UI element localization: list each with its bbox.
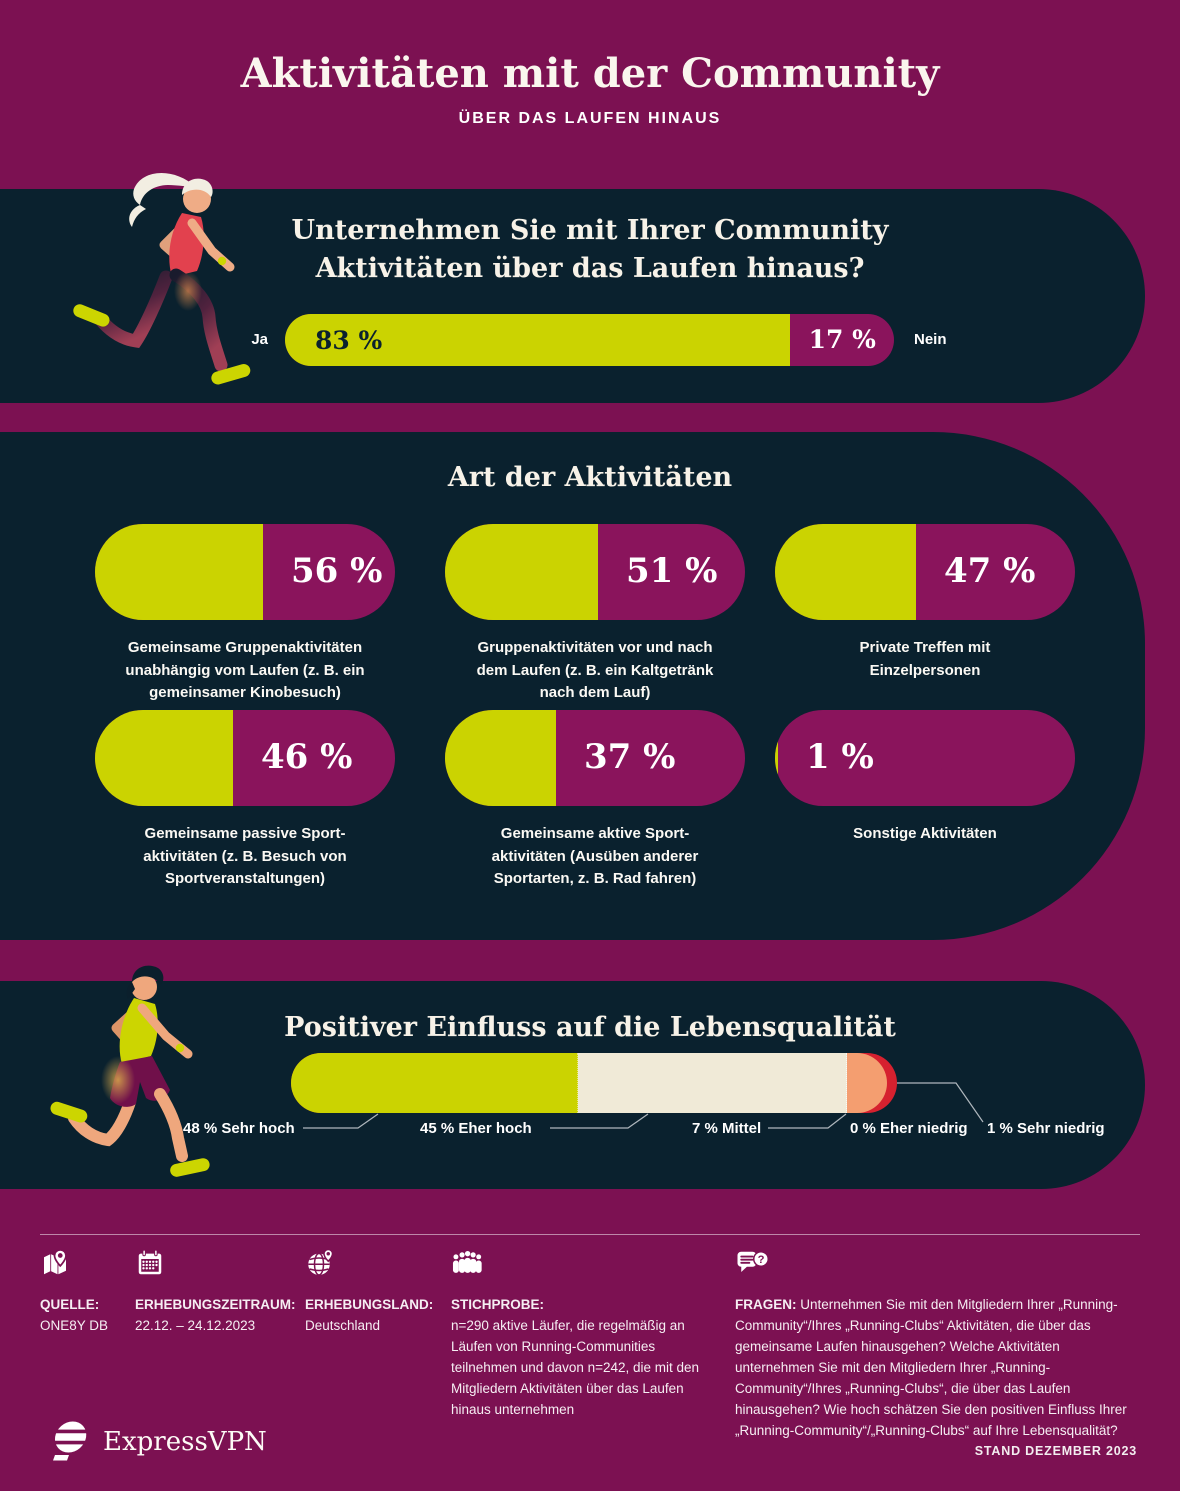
label-eher-hoch: 45 % Eher hoch xyxy=(420,1120,532,1137)
page-subtitle: ÜBER DAS LAUFEN HINAUS xyxy=(458,110,722,127)
pill-gauge-4: 46 % xyxy=(95,710,395,806)
no-label: Nein xyxy=(914,331,947,348)
label-eher-niedrig: 0 % Eher niedrig xyxy=(850,1120,968,1137)
question-text: Unternehmen Sie mit Ihrer Community Akti… xyxy=(0,212,1180,288)
pill-value-3: 47 % xyxy=(944,551,1036,592)
label-sehr-niedrig: 1 % Sehr niedrig xyxy=(987,1120,1105,1137)
source-label: QUELLE: xyxy=(40,1297,100,1312)
segment-sehr-hoch xyxy=(291,1053,579,1113)
pill-caption-3: Private Treffen mit Einzelpersonen xyxy=(859,639,991,679)
people-group-icon xyxy=(452,1250,482,1273)
pill-gauge-2: 51 % xyxy=(445,524,745,620)
pill-fill-4 xyxy=(95,710,233,806)
footer-country: ERHEBUNGSLAND: Deutschland xyxy=(305,1248,440,1336)
pill-value-1: 56 % xyxy=(291,551,383,592)
activities-heading: Art der Aktivitäten xyxy=(447,462,733,493)
stand-date: STAND DEZEMBER 2023 xyxy=(974,1444,1137,1458)
pill-gauge-1: 56 % xyxy=(95,524,395,620)
segment-eher-hoch xyxy=(578,1053,848,1113)
footer-period: ERHEBUNGSZEITRAUM: 22.12. – 24.12.2023 xyxy=(135,1248,296,1336)
activities-panel xyxy=(0,432,1145,940)
period-label: ERHEBUNGSZEITRAUM: xyxy=(135,1297,296,1312)
period-value: 22.12. – 24.12.2023 xyxy=(135,1318,256,1333)
expressvpn-logo-icon xyxy=(49,1421,91,1461)
pill-fill-1 xyxy=(95,524,263,620)
pill-value-2: 51 % xyxy=(626,551,718,592)
pill-gauge-3: 47 % xyxy=(775,524,1075,620)
brand-name: ExpressVPN xyxy=(103,1427,267,1457)
influence-heading: Positiver Einfluss auf die Lebensqualitä… xyxy=(284,1012,896,1043)
footer-sample: STICHPROBE: n=290 aktive Läufer, die reg… xyxy=(451,1248,723,1420)
pill-fill-2 xyxy=(445,524,598,620)
yes-bar-segment: 83 % xyxy=(285,314,791,366)
pill-value-5: 37 % xyxy=(584,737,676,778)
calendar-icon xyxy=(138,1249,162,1275)
pill-caption-5: Gemeinsame aktive Sport-aktivitäten (Aus… xyxy=(491,825,699,887)
footer-questions: ? FRAGEN: Unternehmen Sie mit den Mitgli… xyxy=(735,1248,1137,1441)
pill-value-6: 1 % xyxy=(806,737,874,778)
map-pin-icon xyxy=(44,1248,67,1275)
footer-source: QUELLE: ONE8Y DB xyxy=(40,1248,130,1336)
footer-divider xyxy=(40,1234,1140,1235)
no-bar-segment: 17 % xyxy=(808,325,876,354)
brand-lockup: ExpressVPN xyxy=(45,1420,267,1464)
pill-caption-1: Gemeinsame Gruppenaktivitäten unabhängig… xyxy=(125,639,365,701)
question-line-1: Unternehmen Sie mit Ihrer Community xyxy=(291,215,889,246)
pill-caption-2: Gruppenaktivitäten vor und nach dem Lauf… xyxy=(476,639,714,701)
questions-label: FRAGEN: xyxy=(735,1297,797,1312)
pill-gauge-5: 37 % xyxy=(445,710,745,806)
pill-caption-4: Gemeinsame passive Sport-aktivitäten (z.… xyxy=(143,825,347,887)
sample-value: n=290 aktive Läufer, die regelmäßig an L… xyxy=(451,1318,700,1417)
pill-fill-6 xyxy=(775,710,778,806)
source-value: ONE8Y DB xyxy=(40,1318,109,1333)
sample-label: STICHPROBE: xyxy=(451,1297,545,1312)
pill-caption-6: Sonstige Aktivitäten xyxy=(853,825,997,842)
pill-fill-5 xyxy=(445,710,556,806)
page-title: Aktivitäten mit der Community xyxy=(240,50,940,97)
globe-pin-icon xyxy=(308,1248,334,1276)
chat-question-icon: ? xyxy=(737,1251,769,1272)
label-mittel: 7 % Mittel xyxy=(692,1120,762,1137)
pill-gauge-6: 1 % xyxy=(775,710,1075,806)
question-line-2: Aktivitäten über das Laufen hinaus? xyxy=(315,253,865,284)
yes-no-bar: 83 % 17 % xyxy=(285,314,894,366)
pill-value-4: 46 % xyxy=(261,737,353,778)
yes-value: 83 % xyxy=(315,325,383,355)
country-value: Deutschland xyxy=(305,1318,381,1333)
label-sehr-hoch: 48 % Sehr hoch xyxy=(183,1120,295,1137)
influence-stacked-bar xyxy=(291,1053,897,1113)
country-label: ERHEBUNGSLAND: xyxy=(305,1297,434,1312)
svg-text:?: ? xyxy=(758,1254,765,1266)
questions-value: Unternehmen Sie mit den Mitgliedern Ihre… xyxy=(735,1297,1127,1438)
pill-fill-3 xyxy=(775,524,916,620)
segment-mittel xyxy=(847,1053,887,1113)
yes-label: Ja xyxy=(251,331,268,348)
